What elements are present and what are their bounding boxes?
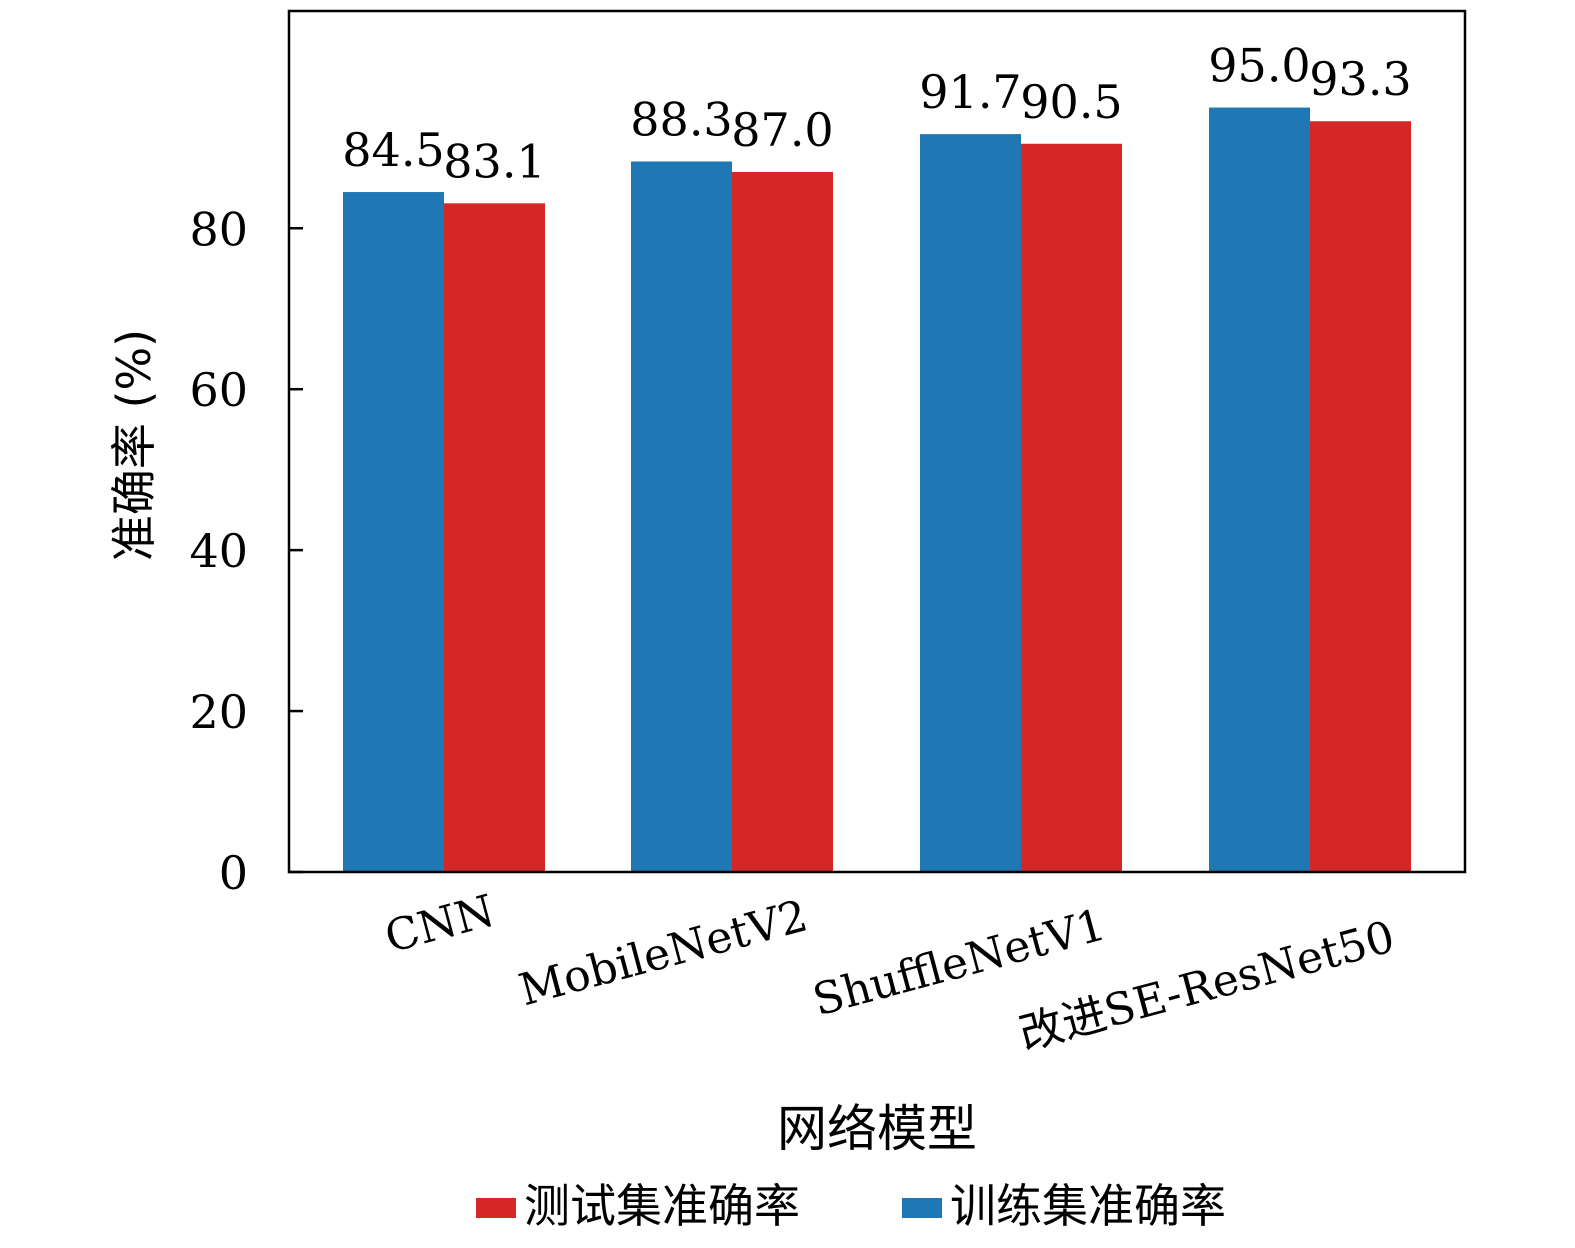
bar-test-0 xyxy=(444,203,545,872)
bar-train-2 xyxy=(920,134,1021,872)
legend-swatch-train xyxy=(902,1198,942,1218)
bar-test-3 xyxy=(1310,121,1411,873)
x-tick-label: CNN xyxy=(380,885,500,963)
data-label-train-2: 91.7 xyxy=(919,65,1021,119)
legend-label-test: 测试集准确率 xyxy=(524,1179,800,1233)
data-label-train-1: 88.3 xyxy=(630,92,732,146)
x-tick-label: MobileNetV2 xyxy=(514,890,813,1016)
y-tick-label: 40 xyxy=(189,524,248,578)
y-tick-label: 60 xyxy=(189,363,248,417)
y-axis-title: 准确率 (%) xyxy=(107,329,161,561)
legend: 测试集准确率 训练集准确率 xyxy=(476,1179,1226,1233)
data-label-train-0: 84.5 xyxy=(342,123,444,177)
legend-label-train: 训练集准确率 xyxy=(950,1179,1226,1233)
y-tick-label: 80 xyxy=(189,202,248,256)
data-label-test-2: 90.5 xyxy=(1020,75,1122,129)
data-label-test-1: 87.0 xyxy=(731,103,833,157)
bar-train-1 xyxy=(631,161,732,873)
data-label-test-0: 83.1 xyxy=(443,134,545,188)
plot-area xyxy=(287,9,1467,874)
data-label-test-3: 93.3 xyxy=(1309,52,1411,106)
plot-frame xyxy=(287,9,1467,874)
y-tick-label: 0 xyxy=(219,846,248,900)
bar-train-0 xyxy=(343,192,444,873)
y-tick-label: 20 xyxy=(189,685,248,739)
bar-test-2 xyxy=(1021,143,1122,873)
x-axis-title: 网络模型 xyxy=(777,1100,977,1158)
bar-test-1 xyxy=(732,171,833,873)
bar-train-3 xyxy=(1209,107,1310,873)
legend-swatch-test xyxy=(476,1198,516,1218)
data-label-train-3: 95.0 xyxy=(1208,39,1310,93)
